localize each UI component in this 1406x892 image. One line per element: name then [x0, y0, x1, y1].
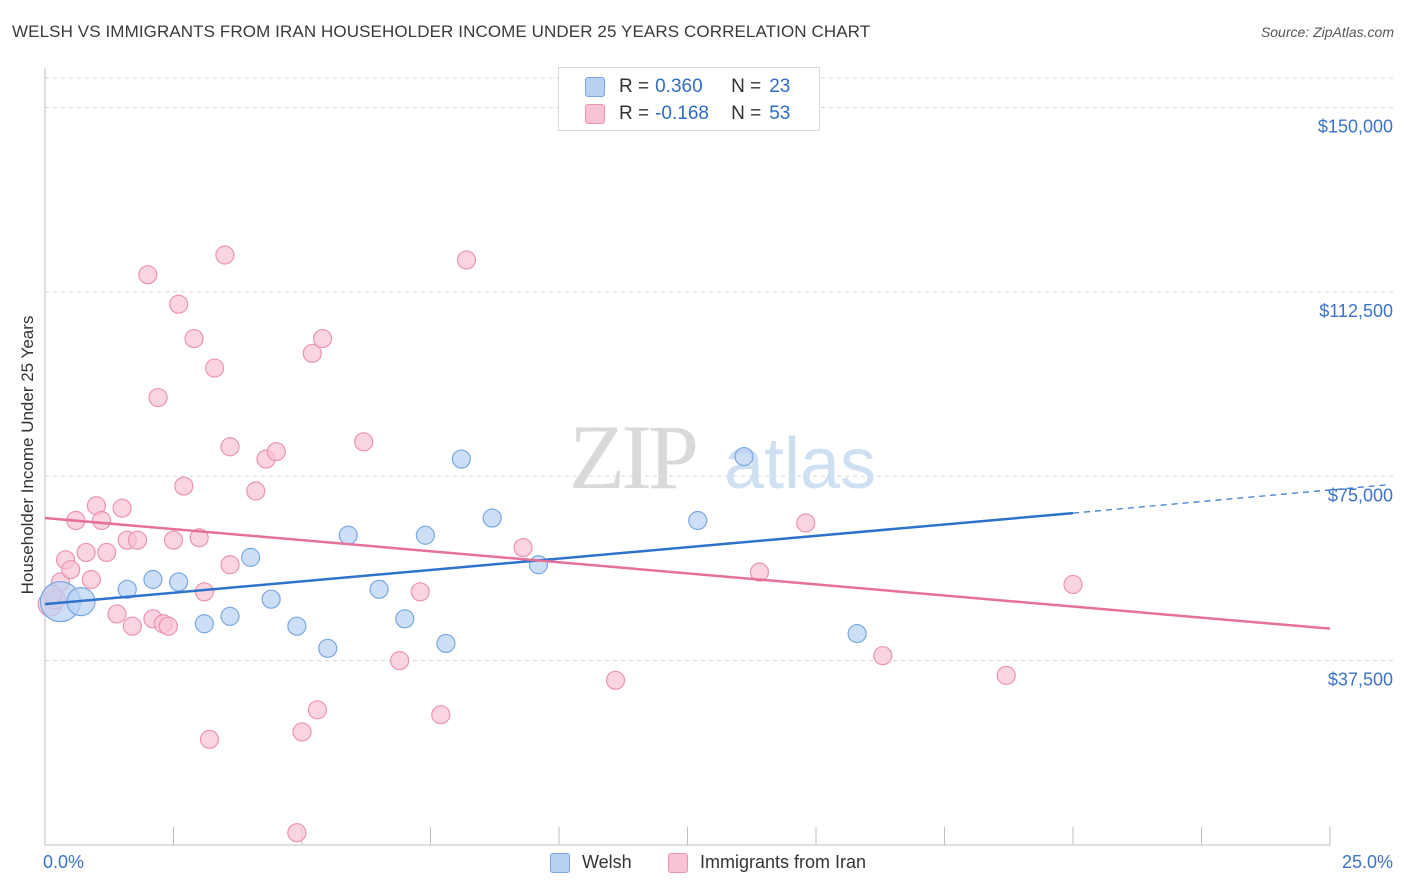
iran-point[interactable] [158, 616, 178, 636]
welsh-point[interactable] [395, 609, 415, 629]
welsh-point[interactable] [169, 572, 189, 592]
iran-point[interactable] [354, 432, 374, 452]
welsh-point[interactable] [528, 555, 549, 575]
welsh-trend-line [44, 511, 1074, 606]
iran-point[interactable] [605, 670, 626, 690]
iran-point[interactable] [169, 294, 189, 314]
iran-point[interactable] [456, 250, 477, 270]
welsh-point[interactable] [261, 589, 281, 609]
iran-point[interactable] [996, 665, 1016, 685]
stats-legend: R = 0.360 N = 23 R = -0.168 N = 53 [558, 67, 820, 131]
iran-point[interactable] [112, 498, 132, 518]
iran-trend-line [44, 516, 1331, 630]
iran-point[interactable] [127, 530, 148, 550]
welsh-point[interactable] [117, 579, 137, 599]
welsh-point[interactable] [318, 638, 338, 658]
welsh-point[interactable] [688, 510, 708, 531]
r-value: 0.360 [655, 76, 703, 97]
welsh-point[interactable] [415, 525, 435, 545]
welsh-point[interactable] [241, 547, 261, 567]
iran-swatch [585, 104, 605, 124]
iran-point[interactable] [91, 510, 112, 531]
iran-point[interactable] [215, 245, 235, 265]
iran-point[interactable] [307, 700, 328, 720]
legend-label-welsh: Welsh [582, 852, 632, 872]
iran-point[interactable] [189, 528, 209, 548]
chart-title: WELSH VS IMMIGRANTS FROM IRAN HOUSEHOLDE… [12, 22, 871, 41]
n-label: N = [731, 103, 762, 124]
iran-point[interactable] [246, 481, 266, 501]
welsh-point[interactable] [194, 614, 214, 634]
source-label: Source: ZipAtlas.com [1260, 24, 1394, 40]
y-axis-label: Householder Income Under 25 Years [18, 315, 37, 595]
x-tick-label-max: 25.0% [1342, 852, 1393, 872]
legend-label-iran: Immigrants from Iran [700, 852, 867, 872]
n-value: 23 [769, 76, 791, 97]
iran-point[interactable] [97, 542, 117, 563]
legend-row-iran: R = -0.168 N = 53 [585, 102, 790, 126]
r-value: -0.168 [655, 103, 709, 124]
iran-point[interactable] [410, 582, 430, 602]
welsh-point[interactable] [338, 525, 358, 545]
iran-point[interactable] [1063, 574, 1083, 595]
y-tick-label: $150,000 [1318, 117, 1393, 137]
r-label: R = [619, 103, 650, 124]
welsh-swatch [550, 852, 570, 873]
iran-point[interactable] [205, 358, 225, 378]
iran-point[interactable] [312, 328, 333, 349]
welsh-trend-extension [1072, 483, 1391, 514]
gridlines [45, 77, 1395, 662]
x-tick-label-min: 0.0% [43, 852, 84, 872]
iran-point[interactable] [122, 616, 142, 636]
r-label: R = [619, 76, 650, 97]
watermark-zip: ZIP [569, 406, 696, 508]
n-label: N = [731, 76, 762, 97]
iran-swatch [668, 852, 688, 873]
y-tick-label: $112,500 [1319, 301, 1393, 321]
iran-point[interactable] [287, 823, 307, 843]
iran-point[interactable] [873, 646, 893, 666]
iran-point[interactable] [138, 265, 158, 285]
n-value: 53 [769, 103, 791, 124]
trend-lines [44, 483, 1391, 630]
iran-point[interactable] [220, 555, 240, 575]
tick-labels: $37,500 $75,000 $112,500 $150,000 0.0% 25.0% [43, 117, 1393, 873]
welsh-point[interactable] [220, 606, 240, 626]
welsh-point[interactable] [369, 579, 389, 599]
iran-point[interactable] [148, 387, 168, 408]
iran-point[interactable] [163, 530, 184, 550]
welsh-point[interactable] [451, 449, 471, 469]
legend-row-welsh: R = 0.360 N = 23 [585, 75, 790, 99]
iran-point[interactable] [107, 604, 127, 624]
iran-point[interactable] [302, 343, 322, 363]
iran-point[interactable] [431, 705, 451, 725]
welsh-point[interactable] [734, 446, 754, 467]
data-points [37, 245, 1083, 843]
iran-point[interactable] [184, 328, 204, 349]
iran-point[interactable] [81, 569, 101, 590]
iran-point[interactable] [174, 476, 194, 496]
iran-point[interactable] [220, 437, 240, 457]
iran-point[interactable] [390, 651, 410, 671]
iran-point[interactable] [749, 562, 770, 582]
y-tick-label: $75,000 [1328, 485, 1393, 505]
y-tick-label: $37,500 [1328, 670, 1393, 690]
watermark: ZIP atlas [569, 406, 876, 508]
welsh-point[interactable] [482, 508, 502, 528]
iran-point[interactable] [513, 537, 533, 558]
legend-item-iran[interactable]: Immigrants from Iran [668, 852, 866, 873]
welsh-point[interactable] [143, 569, 163, 590]
welsh-point[interactable] [436, 633, 456, 654]
welsh-swatch [585, 77, 605, 97]
legend-item-welsh[interactable]: Welsh [550, 852, 632, 873]
welsh-point[interactable] [847, 623, 867, 644]
iran-point[interactable] [292, 722, 312, 742]
iran-point[interactable] [76, 542, 96, 563]
iran-point[interactable] [266, 442, 286, 462]
welsh-point[interactable] [287, 616, 307, 636]
iran-point[interactable] [796, 513, 816, 533]
iran-point[interactable] [61, 560, 81, 580]
iran-point[interactable] [199, 729, 220, 749]
